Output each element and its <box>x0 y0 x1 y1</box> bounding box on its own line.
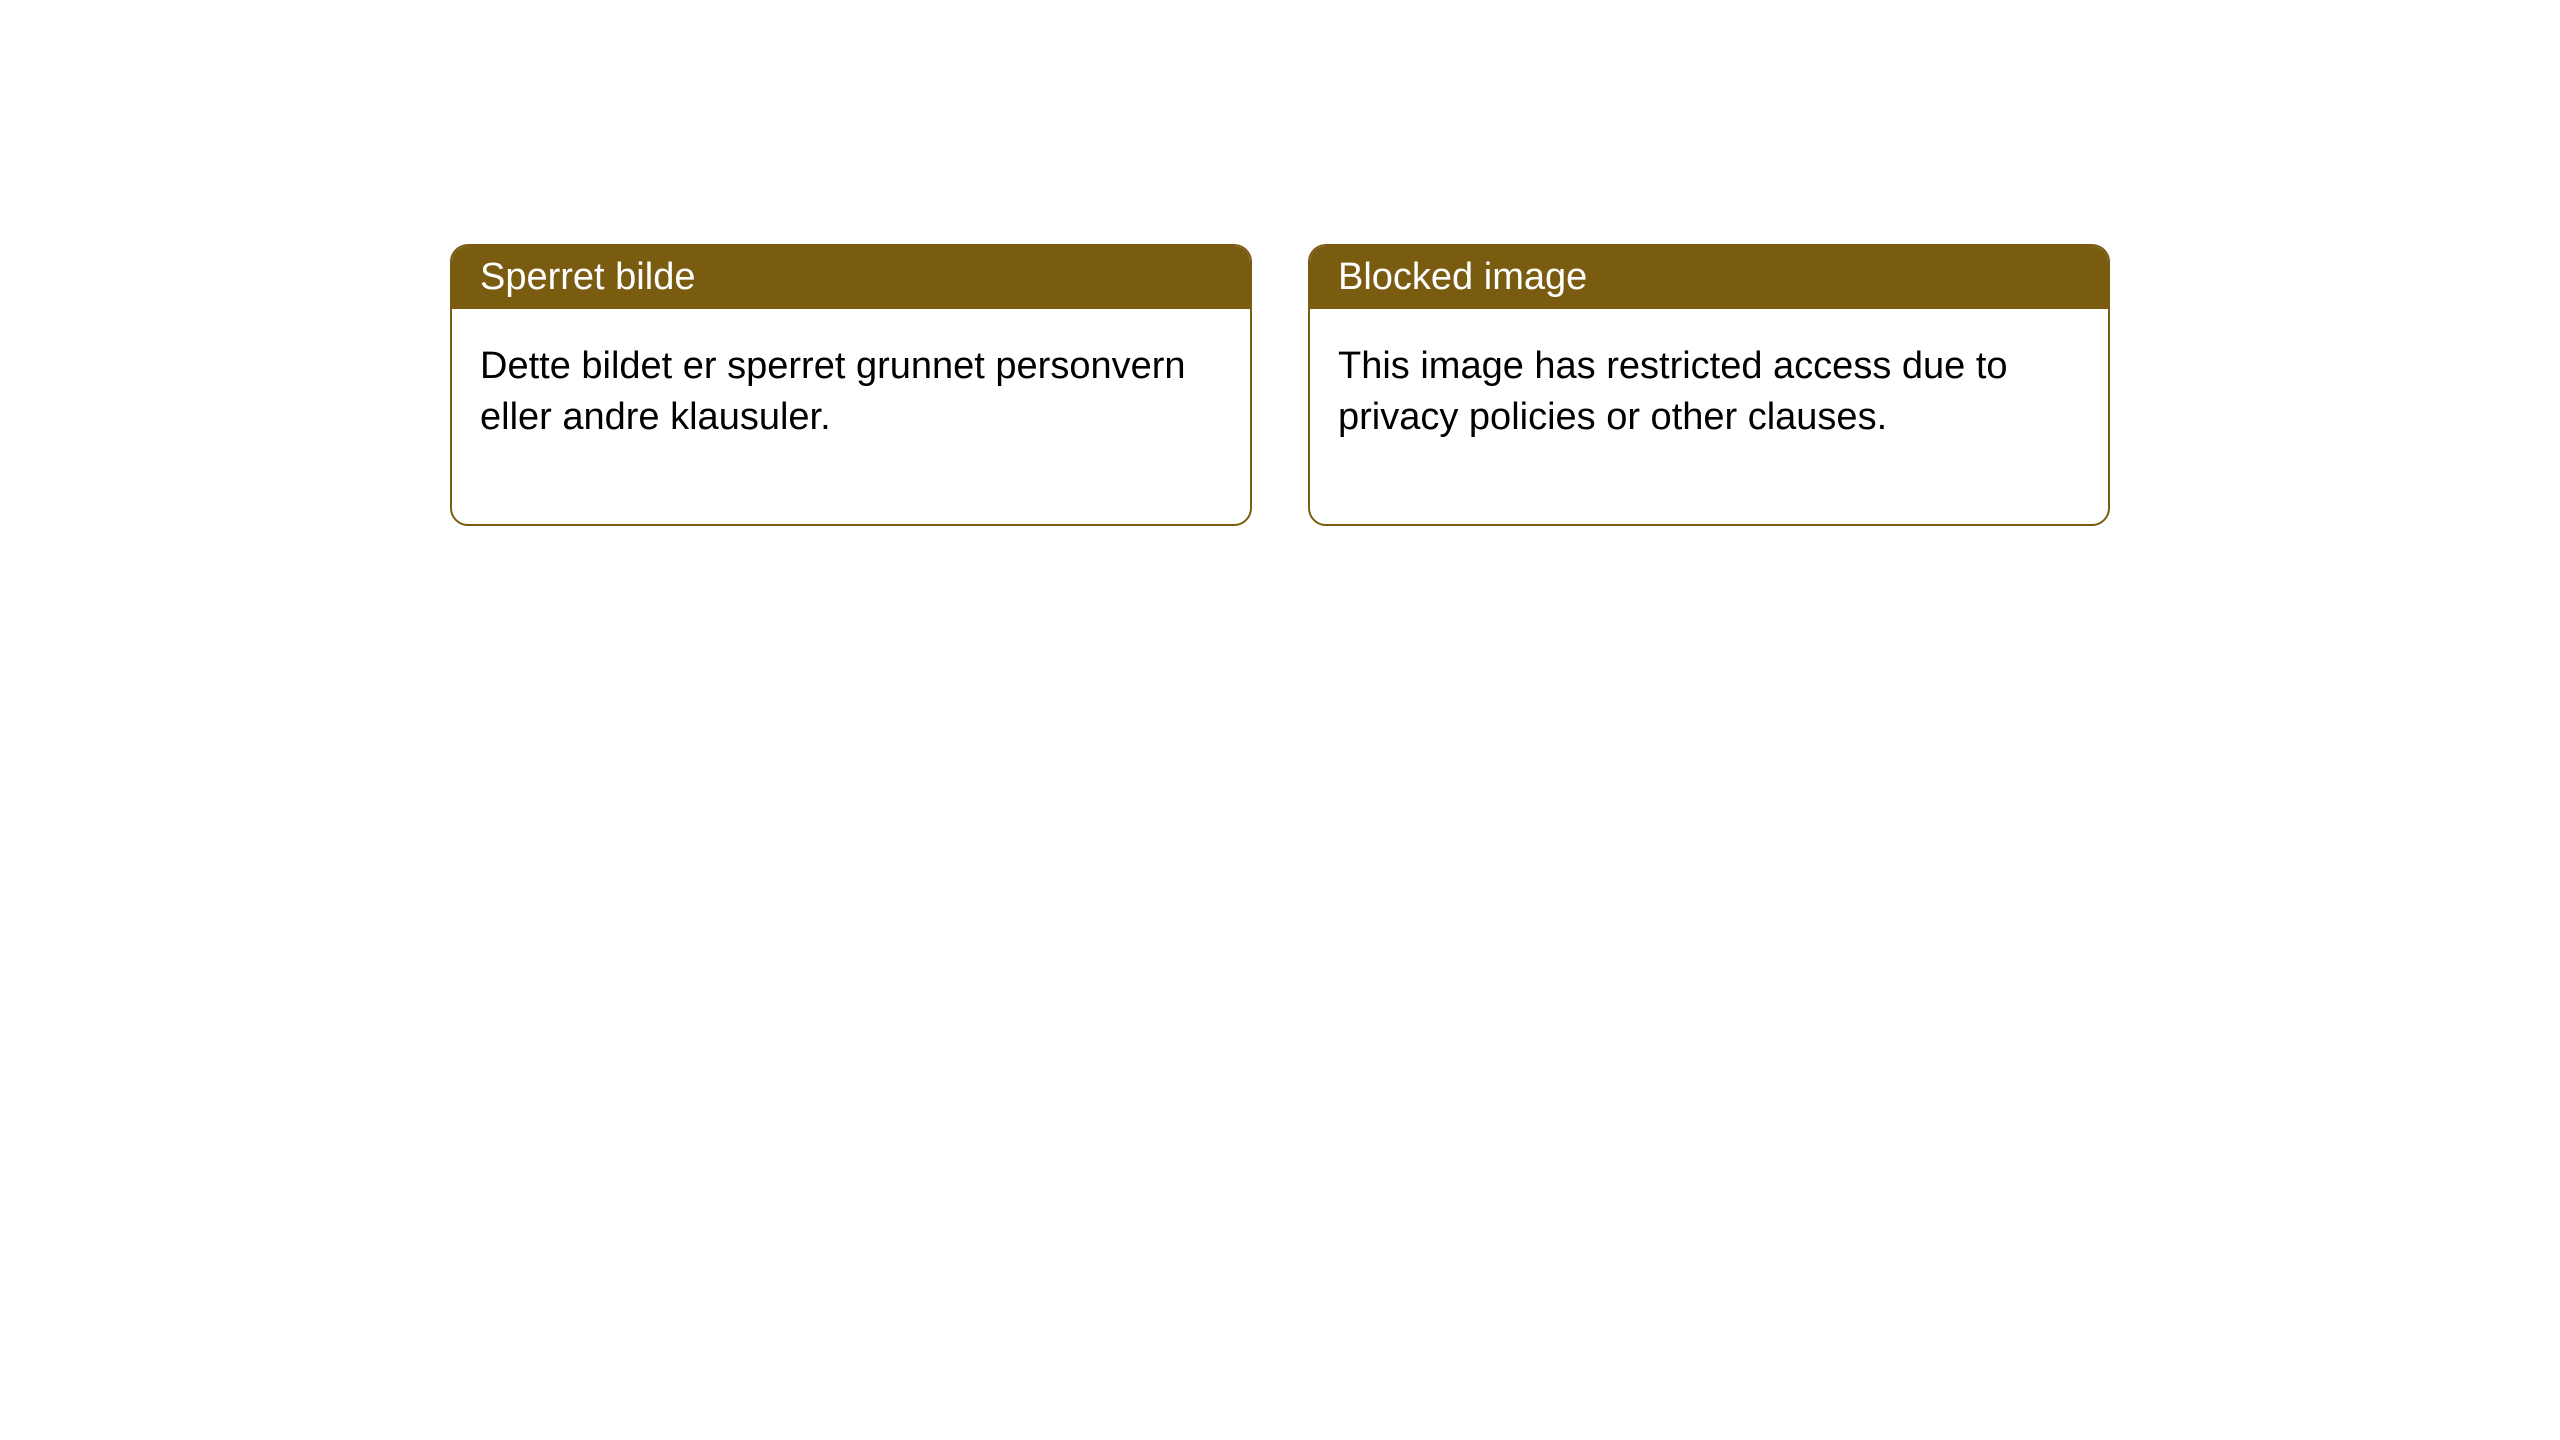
notice-cards-container: Sperret bilde Dette bildet er sperret gr… <box>0 0 2560 526</box>
notice-body-norwegian: Dette bildet er sperret grunnet personve… <box>452 309 1250 524</box>
notice-header-english: Blocked image <box>1310 246 2108 309</box>
notice-body-english: This image has restricted access due to … <box>1310 309 2108 524</box>
notice-header-norwegian: Sperret bilde <box>452 246 1250 309</box>
notice-card-english: Blocked image This image has restricted … <box>1308 244 2110 526</box>
notice-card-norwegian: Sperret bilde Dette bildet er sperret gr… <box>450 244 1252 526</box>
